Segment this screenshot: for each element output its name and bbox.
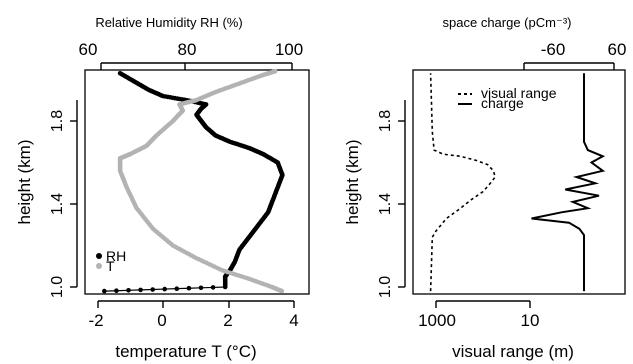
- rh-point: [102, 288, 107, 294]
- rh-point: [150, 287, 155, 292]
- left-x-tick-label: 0: [157, 311, 166, 330]
- legend-rh-marker: [96, 253, 102, 259]
- left-data-layer: [102, 68, 285, 294]
- left-plot-frame: [84, 69, 310, 295]
- rh-point: [162, 286, 167, 292]
- left-y-axis-title: height (km): [15, 139, 34, 224]
- right-top-axis-title: space charge (pCm⁻³): [443, 15, 572, 30]
- series-charge: [531, 73, 606, 292]
- rh-point: [210, 285, 216, 290]
- left-x-axis-title: temperature T (°C): [115, 342, 256, 361]
- left-top-tick-label: 100: [275, 40, 303, 59]
- right-plot-frame: [412, 69, 626, 295]
- left-y-tick-label: 1.8: [49, 110, 66, 132]
- right-data-layer: [429, 73, 606, 292]
- right-top-tick-label: -60: [541, 40, 566, 59]
- series-rh: [102, 71, 285, 294]
- rh-point: [126, 288, 131, 293]
- left-panel: Relative Humidity RH (%) 60 80 100 1.0 1…: [15, 15, 310, 361]
- left-y-tick-label: 1.0: [49, 276, 66, 298]
- left-top-axis-title: Relative Humidity RH (%): [95, 15, 242, 30]
- right-top-ticks: -60 60: [523, 40, 627, 70]
- right-y-tick-label: 1.0: [377, 276, 394, 298]
- left-legend: RH T: [96, 248, 126, 274]
- right-y-tick-label: 1.8: [377, 110, 394, 132]
- right-x-axis-title: visual range (m): [452, 342, 574, 361]
- rh-point: [186, 285, 192, 291]
- right-y-axis-title: height (km): [343, 139, 362, 224]
- left-x-tick-label: 4: [289, 311, 298, 330]
- left-y-tick-label: 1.4: [49, 193, 66, 215]
- right-legend: visual range charge: [458, 85, 557, 111]
- series-visual-range: [429, 73, 497, 292]
- right-panel: space charge (pCm⁻³) -60 60 1.0 1.4 1.8 …: [343, 15, 626, 361]
- left-x-tick-label: -2: [88, 311, 103, 330]
- left-top-tick-label: 60: [79, 40, 98, 59]
- legend-visual-range-label: visual range: [481, 85, 557, 101]
- right-y-tick-label: 1.4: [377, 193, 394, 215]
- right-top-tick-label: 60: [608, 40, 627, 59]
- t-point: [272, 68, 278, 74]
- rh-point: [117, 71, 123, 76]
- rh-point: [174, 286, 180, 292]
- rh-point: [138, 287, 143, 293]
- left-top-ticks: 60 80 100: [79, 40, 303, 70]
- left-top-tick-label: 80: [178, 40, 197, 59]
- right-x-tick-label: 1000: [418, 311, 456, 330]
- right-x-axis: 1000 10 visual range (m): [418, 300, 574, 361]
- legend-t-marker: [96, 263, 102, 269]
- rh-point: [114, 288, 119, 294]
- rh-point: [198, 285, 204, 291]
- legend-t-label: T: [106, 258, 115, 274]
- right-y-axis: 1.0 1.4 1.8 height (km): [343, 100, 406, 298]
- series-t: [117, 68, 285, 294]
- left-x-axis: -2 0 2 4 temperature T (°C): [88, 300, 299, 361]
- right-x-tick-label: 10: [521, 311, 540, 330]
- left-y-axis: 1.0 1.4 1.8 height (km): [15, 100, 78, 298]
- left-x-tick-label: 2: [223, 311, 232, 330]
- legend-charge-label: charge: [481, 95, 524, 111]
- legend-rh-label: RH: [106, 248, 126, 264]
